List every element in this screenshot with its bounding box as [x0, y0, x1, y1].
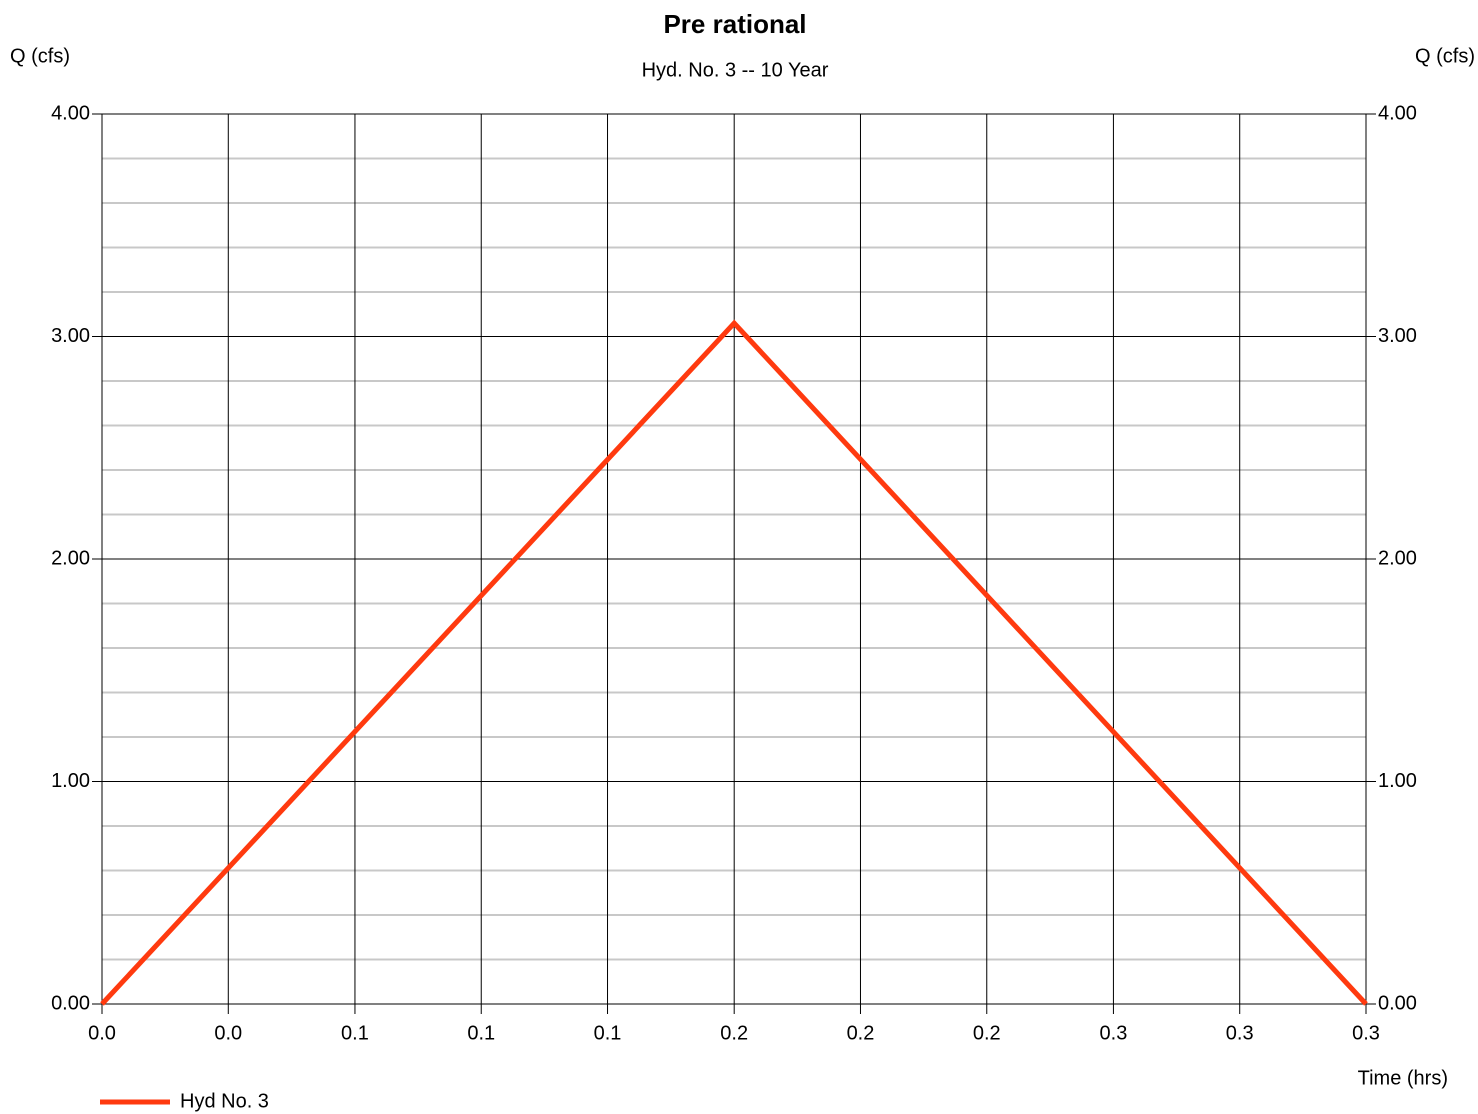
x-tick-label: 0.2: [847, 1022, 875, 1044]
x-axis-label: Time (hrs): [1358, 1067, 1448, 1089]
x-tick-label: 0.3: [1352, 1022, 1380, 1044]
x-tick-label: 0.3: [1100, 1022, 1128, 1044]
x-tick-label: 0.3: [1226, 1022, 1254, 1044]
chart-title: Pre rational: [663, 9, 806, 39]
y2-axis-label: Q (cfs): [1415, 45, 1475, 67]
x-tick-label: 0.0: [214, 1022, 242, 1044]
x-tick-label: 0.0: [88, 1022, 116, 1044]
y2-tick-label: 4.00: [1378, 102, 1417, 124]
chart-subtitle: Hyd. No. 3 -- 10 Year: [642, 59, 829, 81]
data-line: [100, 319, 1368, 1006]
y-tick-label: 0.00: [51, 992, 90, 1014]
x-tick-label: 0.2: [973, 1022, 1001, 1044]
legend-label: Hyd No. 3: [180, 1090, 269, 1112]
y-tick-label: 2.00: [51, 547, 90, 569]
y2-tick-label: 1.00: [1378, 770, 1417, 792]
y-tick-label: 3.00: [51, 325, 90, 347]
x-tick-label: 0.1: [594, 1022, 622, 1044]
x-tick-label: 0.2: [720, 1022, 748, 1044]
y-tick-label: 1.00: [51, 770, 90, 792]
x-tick-label: 0.1: [341, 1022, 369, 1044]
y2-tick-label: 3.00: [1378, 325, 1417, 347]
y2-tick-label: 0.00: [1378, 992, 1417, 1014]
y2-tick-label: 2.00: [1378, 547, 1417, 569]
y-axis-label: Q (cfs): [10, 45, 70, 67]
x-tick-label: 0.1: [467, 1022, 495, 1044]
y-tick-label: 4.00: [51, 102, 90, 124]
plot-frame: [101, 113, 1367, 1005]
